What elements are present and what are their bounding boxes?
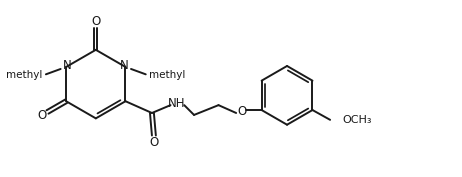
Text: O: O [149,136,158,149]
Text: O: O [237,105,247,118]
Text: O: O [37,109,46,122]
Text: N: N [120,59,129,72]
Text: methyl: methyl [6,70,42,80]
Text: N: N [63,59,72,72]
Text: O: O [91,15,100,28]
Text: methyl: methyl [150,70,186,80]
Text: OCH₃: OCH₃ [343,115,372,125]
Text: NH: NH [168,97,185,110]
